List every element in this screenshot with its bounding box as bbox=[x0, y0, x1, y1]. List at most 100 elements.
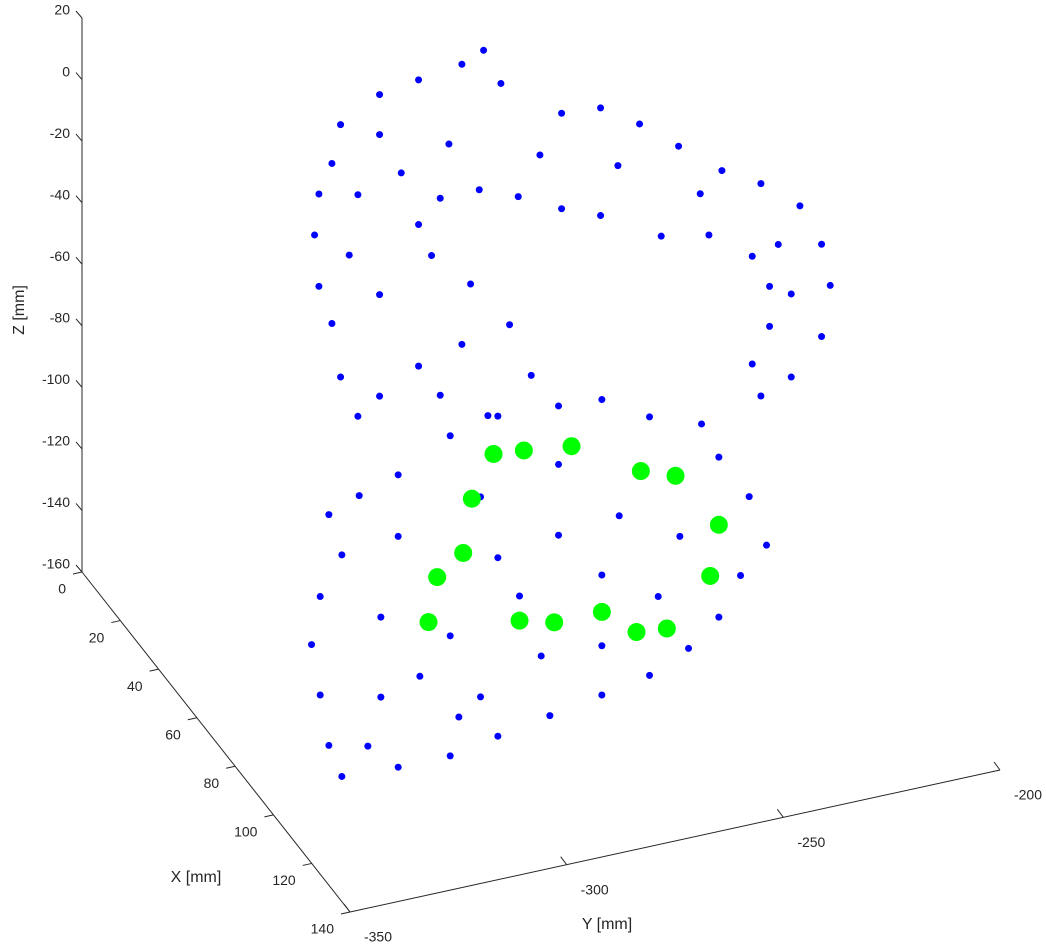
point bbox=[555, 531, 563, 539]
point bbox=[555, 402, 563, 410]
point bbox=[818, 240, 826, 248]
point bbox=[494, 554, 502, 562]
z-tick-label: -40 bbox=[50, 186, 70, 202]
x-tick bbox=[187, 717, 197, 721]
point bbox=[467, 280, 475, 288]
point bbox=[394, 471, 402, 479]
point bbox=[428, 568, 447, 587]
point bbox=[796, 202, 804, 210]
point bbox=[506, 321, 514, 329]
point bbox=[376, 91, 384, 99]
point bbox=[592, 602, 611, 621]
z-tick-label: 0 bbox=[62, 63, 70, 79]
point bbox=[748, 252, 756, 260]
point bbox=[315, 190, 323, 198]
point bbox=[748, 360, 756, 368]
point bbox=[545, 613, 564, 632]
point bbox=[316, 593, 324, 601]
point bbox=[514, 193, 522, 201]
point bbox=[709, 515, 728, 534]
point bbox=[646, 413, 654, 421]
point bbox=[818, 333, 826, 341]
point bbox=[646, 671, 654, 679]
point bbox=[325, 511, 333, 519]
point bbox=[454, 543, 473, 562]
point bbox=[337, 373, 345, 381]
x-tick bbox=[340, 911, 351, 915]
point bbox=[377, 613, 385, 621]
point bbox=[355, 492, 363, 500]
x-tick bbox=[302, 862, 312, 866]
point bbox=[698, 420, 706, 428]
point bbox=[484, 444, 503, 463]
point bbox=[377, 693, 385, 701]
x-tick bbox=[111, 620, 121, 624]
point bbox=[597, 104, 605, 112]
z-tick bbox=[75, 441, 83, 450]
z-tick-label: -80 bbox=[50, 309, 70, 325]
point bbox=[315, 282, 323, 290]
z-tick bbox=[75, 72, 83, 80]
point bbox=[494, 412, 502, 420]
point bbox=[337, 121, 345, 129]
point bbox=[657, 232, 665, 240]
y-tick bbox=[776, 809, 784, 818]
x-tick-label: 40 bbox=[127, 678, 143, 694]
point bbox=[615, 512, 623, 520]
point bbox=[718, 167, 726, 175]
z-tick bbox=[75, 133, 83, 142]
point bbox=[445, 140, 453, 148]
point bbox=[757, 180, 765, 188]
point bbox=[354, 191, 362, 199]
z-tick bbox=[75, 256, 83, 265]
point bbox=[675, 142, 683, 150]
y-tick-label: -350 bbox=[364, 929, 392, 945]
point bbox=[597, 212, 605, 220]
point bbox=[328, 319, 336, 327]
point bbox=[338, 772, 346, 780]
z-tick bbox=[75, 10, 83, 19]
point bbox=[536, 151, 544, 159]
point bbox=[787, 290, 795, 298]
point bbox=[345, 251, 353, 259]
point bbox=[562, 437, 581, 456]
point bbox=[763, 541, 771, 549]
point bbox=[311, 231, 319, 239]
point bbox=[558, 109, 566, 117]
z-tick-label: -140 bbox=[42, 494, 70, 510]
point bbox=[354, 412, 362, 420]
point bbox=[494, 732, 502, 740]
point bbox=[696, 190, 704, 198]
point bbox=[614, 162, 622, 170]
point bbox=[415, 221, 423, 229]
x-tick-label: 80 bbox=[204, 775, 220, 791]
point bbox=[455, 713, 463, 721]
point bbox=[458, 60, 466, 68]
point bbox=[376, 131, 384, 139]
point bbox=[666, 466, 685, 485]
z-tick-label: -160 bbox=[42, 556, 70, 572]
y-tick-label: -250 bbox=[797, 834, 825, 850]
point bbox=[516, 592, 524, 600]
x-tick-label: 100 bbox=[234, 824, 258, 840]
point bbox=[627, 623, 646, 642]
point bbox=[555, 460, 563, 468]
z-tick bbox=[75, 380, 83, 388]
point bbox=[654, 593, 662, 601]
z-tick-label: -20 bbox=[50, 125, 70, 141]
point bbox=[458, 340, 466, 348]
z-tick-label: -120 bbox=[42, 433, 70, 449]
point bbox=[477, 693, 485, 701]
point bbox=[657, 619, 676, 638]
point bbox=[416, 672, 424, 680]
point bbox=[537, 652, 545, 660]
point bbox=[364, 742, 372, 750]
point bbox=[436, 391, 444, 399]
point bbox=[484, 412, 492, 420]
x-axis-title: X [mm] bbox=[171, 869, 222, 886]
y-tick bbox=[993, 761, 1001, 771]
point bbox=[787, 373, 795, 381]
point bbox=[757, 392, 765, 400]
